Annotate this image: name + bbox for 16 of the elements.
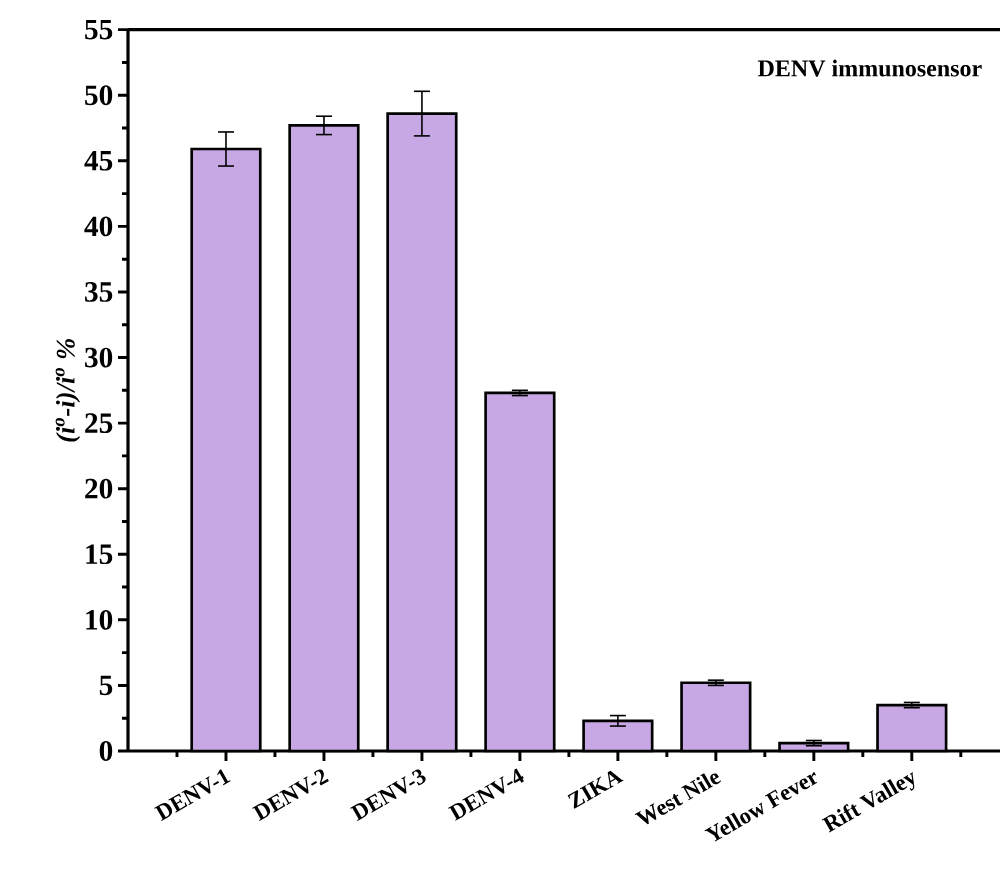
y-tick-label: 10 [86,609,113,630]
annotation: DENV immunosensor [757,59,982,77]
y-tick-label: 50 [85,85,113,106]
y-tick-label: 30 [85,347,113,368]
y-tick-label: 15 [86,544,113,565]
y-tick-label: 5 [99,675,113,696]
y-tick-label: 45 [84,151,113,171]
y-tick-label: 55 [85,19,113,40]
y-tick-label: 0 [99,741,113,761]
y-tick-label: 35 [85,282,113,302]
y-tick-label: 25 [85,413,113,433]
y-tick-label: 40 [84,216,113,237]
x-tick-label: Rift Valley [821,772,915,833]
y-tick-label: 20 [85,478,113,499]
x-tick-label: ZIKA [567,770,624,809]
y-axis-title: (i$^{o}$-i)/i$^{o}$ % [55,339,81,442]
